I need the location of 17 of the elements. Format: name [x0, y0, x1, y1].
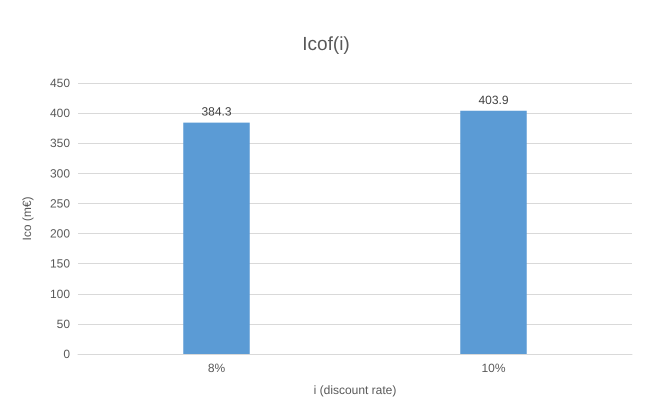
chart-title: Icof(i) — [302, 34, 350, 55]
y-tick-label: 200 — [50, 226, 70, 241]
x-tick-label: 8% — [208, 361, 226, 375]
y-tick-label: 150 — [50, 256, 70, 271]
x-tick-label: 10% — [481, 361, 506, 375]
data-label: 384.3 — [201, 104, 232, 119]
x-axis-title: i (discount rate) — [314, 383, 396, 397]
y-tick-label: 50 — [56, 316, 70, 331]
y-tick-label: 0 — [63, 347, 70, 361]
y-tick-label: 350 — [50, 136, 70, 150]
y-axis-title: Ico (m€) — [20, 196, 34, 241]
y-tick-label: 450 — [50, 76, 70, 90]
y-tick-label: 250 — [50, 196, 70, 210]
y-tick-label: 400 — [50, 106, 70, 120]
y-tick-label: 100 — [50, 286, 70, 301]
y-tick-label: 300 — [50, 166, 70, 180]
data-label: 403.9 — [478, 92, 509, 107]
